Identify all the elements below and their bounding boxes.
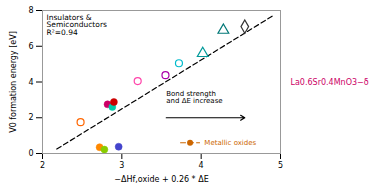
svg-text:0: 0 — [28, 149, 33, 158]
svg-text:6: 6 — [28, 42, 33, 51]
svg-text:−ΔHf,oxide + 0.26 * ΔE: −ΔHf,oxide + 0.26 * ΔE — [114, 175, 208, 184]
svg-text:2: 2 — [40, 161, 45, 170]
svg-text:4: 4 — [199, 161, 204, 170]
svg-text:5: 5 — [278, 161, 283, 170]
svg-text:Bond strengthand ΔE increase: Bond strengthand ΔE increase — [166, 90, 222, 105]
svg-text:3: 3 — [119, 161, 124, 170]
svg-text:8: 8 — [28, 6, 33, 15]
svg-text:V0 formation energy [eV]: V0 formation energy [eV] — [9, 31, 18, 133]
svg-text:Metallic oxides: Metallic oxides — [204, 139, 256, 147]
svg-text:2: 2 — [28, 113, 33, 122]
svg-text:La0.6Sr0.4MnO3−δ: La0.6Sr0.4MnO3−δ — [291, 78, 369, 87]
svg-text:4: 4 — [28, 78, 33, 87]
svg-text:Insulators &SemiconductorsR²=0: Insulators &SemiconductorsR²=0.94 — [47, 13, 107, 37]
